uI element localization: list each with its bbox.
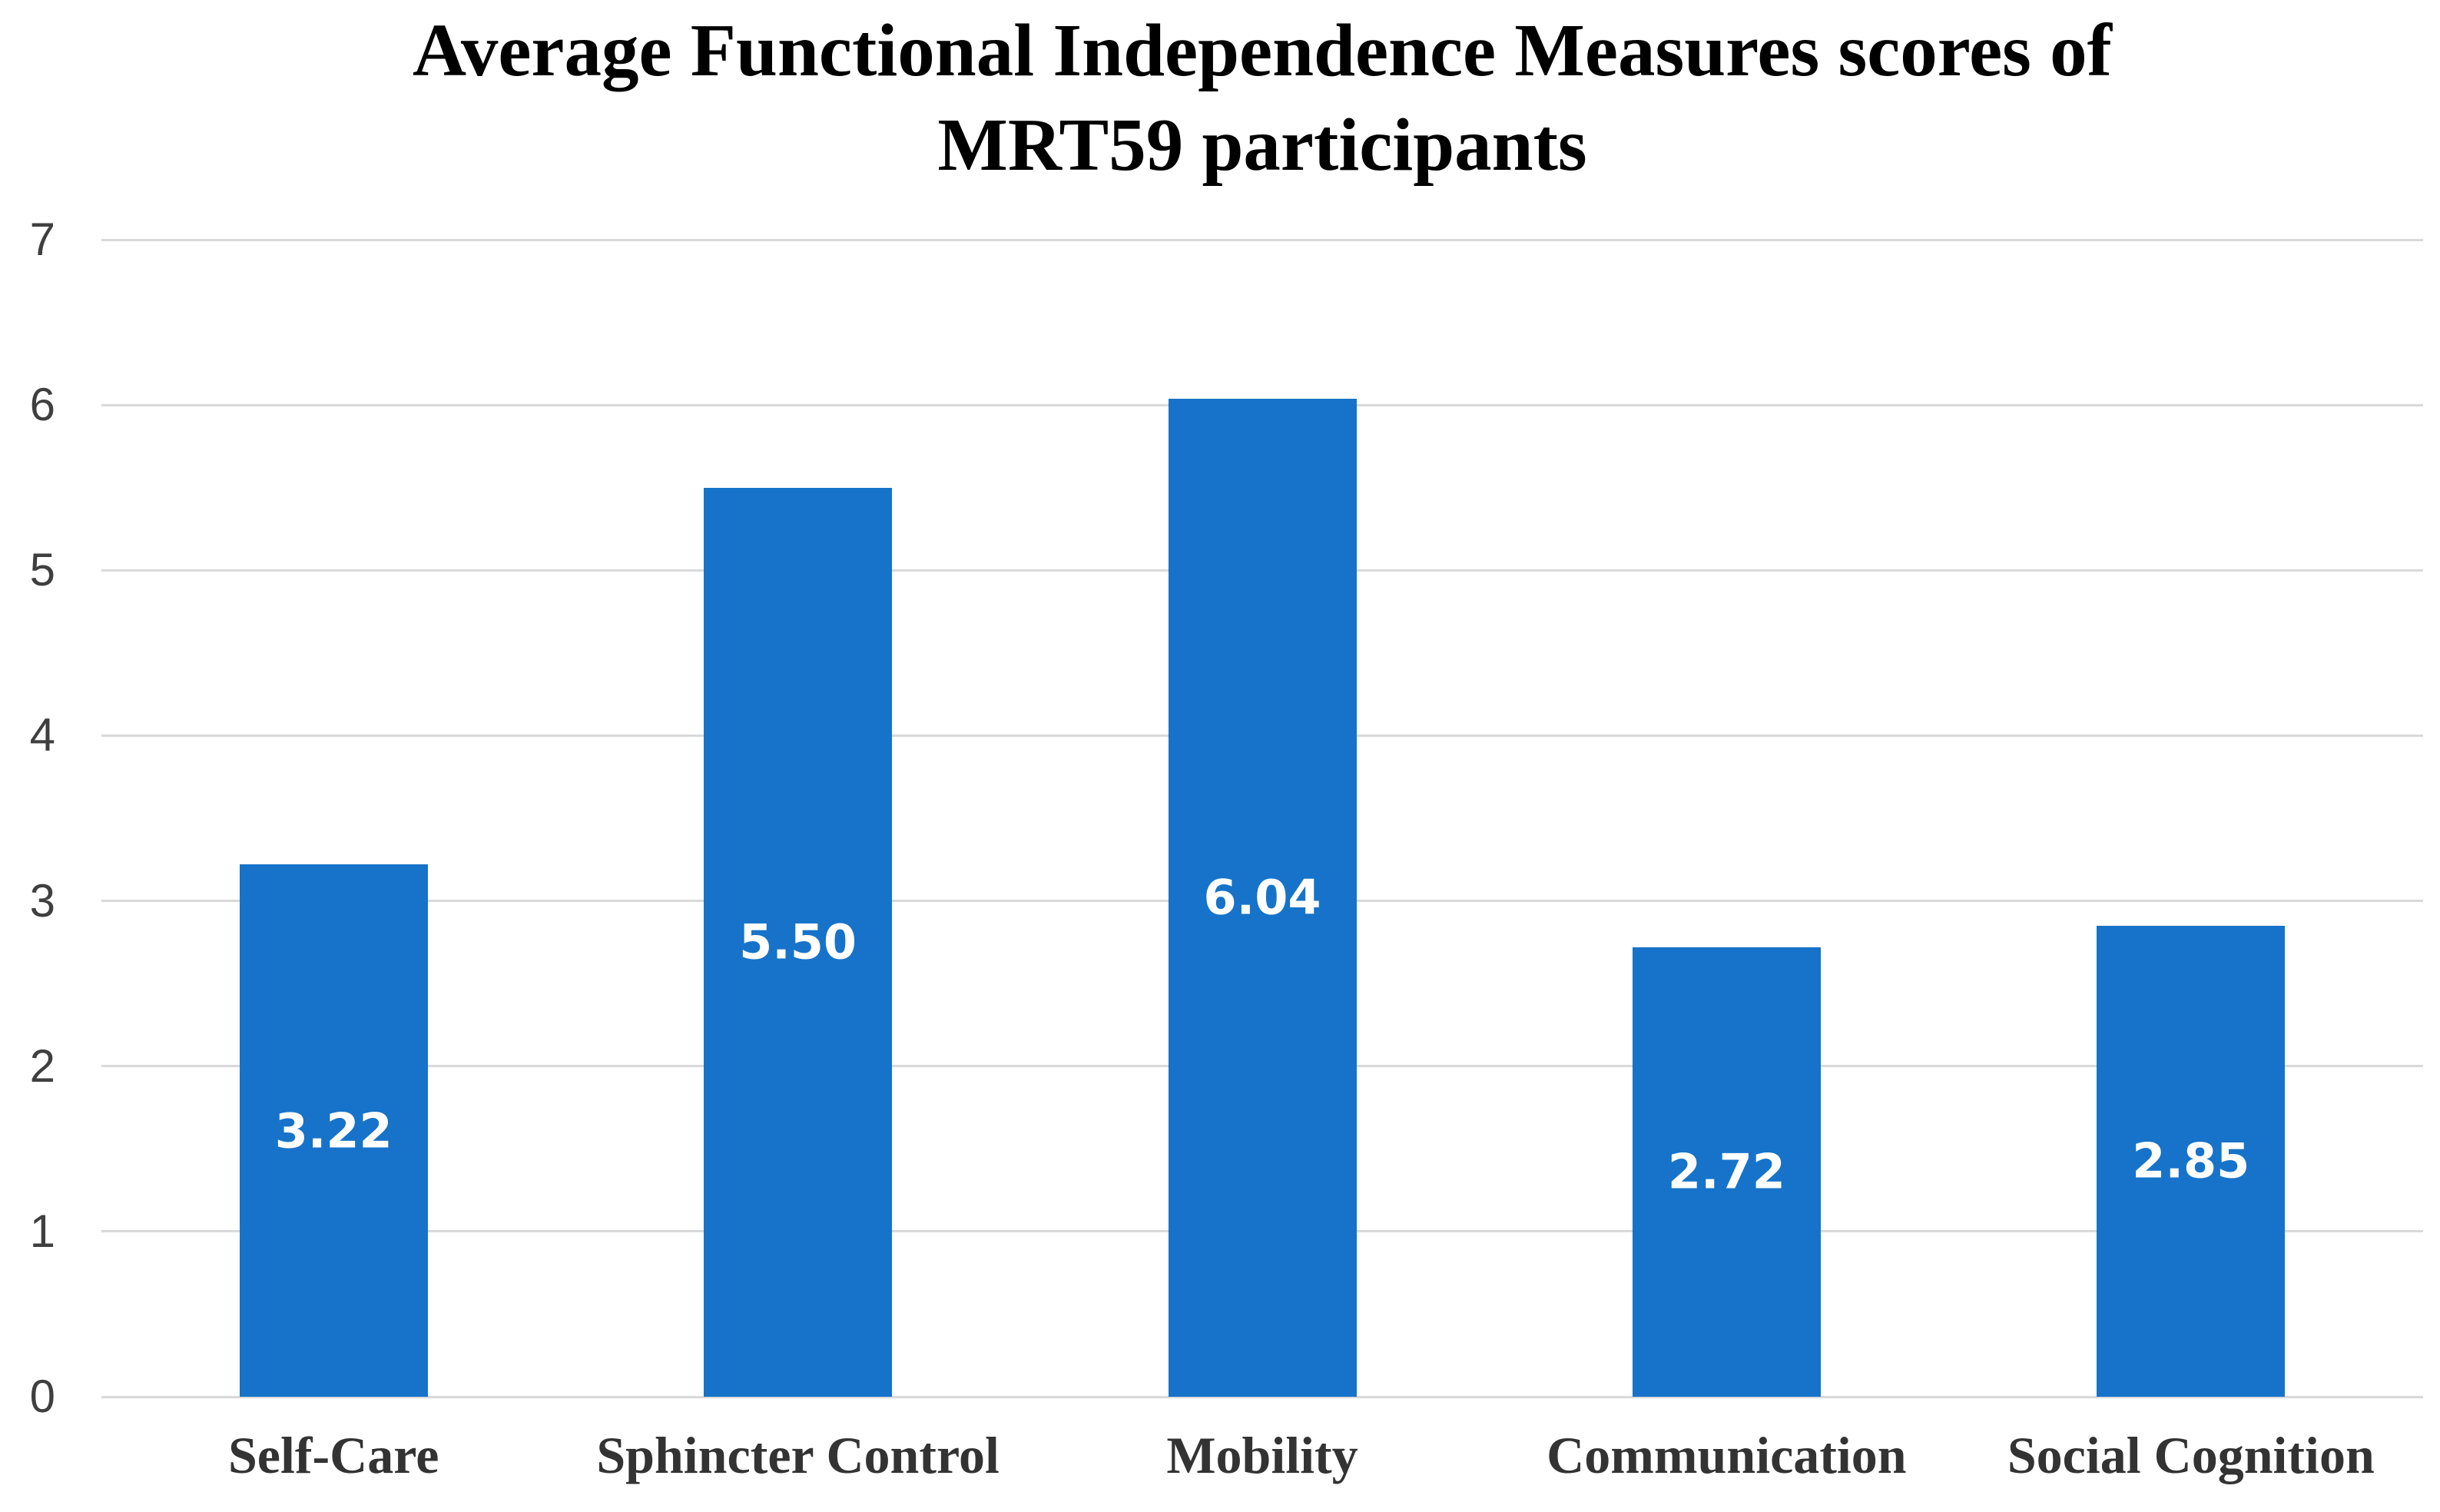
bar	[704, 487, 893, 1397]
x-axis-category-label: Communication	[1547, 1426, 1907, 1484]
y-axis-tick-label: 6	[29, 379, 55, 431]
gridline	[101, 1395, 2423, 1398]
bar-value-label: 6.04	[1203, 869, 1321, 926]
chart-title: Average Functional Independence Measures…	[101, 3, 2423, 192]
y-axis-tick-label: 7	[29, 214, 55, 265]
bar-value-label: 2.72	[1667, 1143, 1785, 1200]
chart-title-line-1: Average Functional Independence Measures…	[413, 9, 2112, 91]
x-axis-category-label: Mobility	[1166, 1426, 1358, 1484]
y-axis-tick-label: 3	[29, 874, 55, 927]
bar-value-label: 3.22	[274, 1102, 393, 1159]
chart-title-line-2: MRT59 participants	[937, 104, 1587, 187]
bar	[2097, 925, 2286, 1397]
bar	[1168, 398, 1357, 1397]
plot-area: 3.22 5.50 6.04 2.72 2.85	[101, 238, 2423, 1398]
x-axis-category-label: Social Cognition	[2007, 1426, 2375, 1484]
bar-value-label: 2.85	[2132, 1132, 2250, 1189]
x-axis-category-label: Sphincter Control	[596, 1426, 1000, 1484]
y-axis-tick-label: 4	[29, 709, 55, 761]
x-axis-category-label: Self-Care	[227, 1426, 439, 1484]
bar	[1632, 947, 1821, 1397]
y-axis-tick-label: 5	[29, 544, 55, 596]
gridline	[101, 238, 2423, 241]
bar-value-label: 5.50	[739, 914, 857, 970]
y-axis-tick-label: 0	[29, 1371, 55, 1422]
bar	[239, 864, 428, 1397]
y-axis-tick-label: 2	[29, 1040, 55, 1092]
y-axis-tick-label: 1	[29, 1205, 55, 1257]
